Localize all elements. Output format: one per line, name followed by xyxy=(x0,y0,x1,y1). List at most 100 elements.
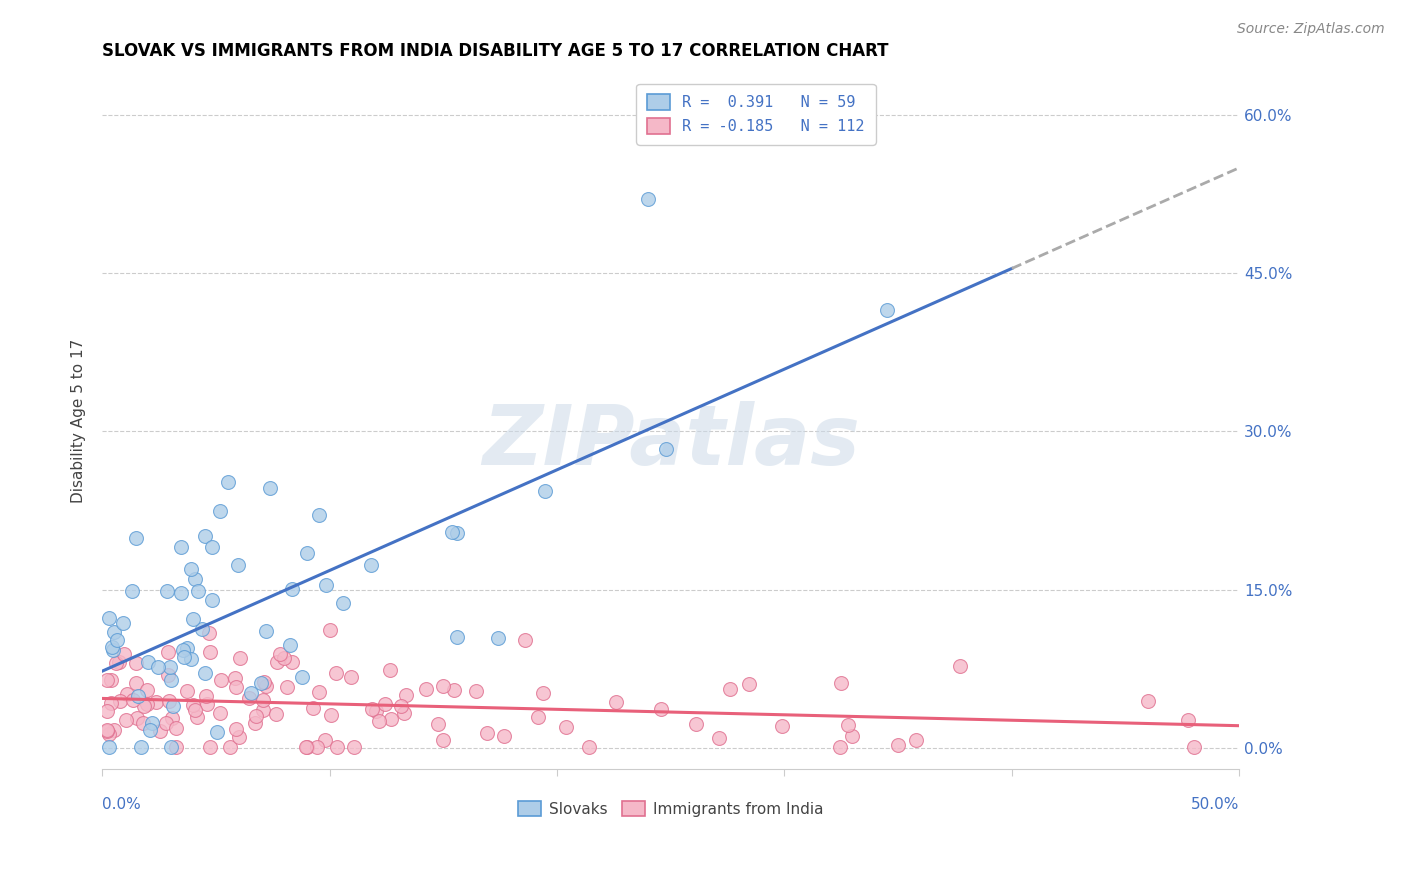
Point xyxy=(340,669,363,683)
Text: ZIPatlas: ZIPatlas xyxy=(482,401,859,483)
Point xyxy=(145,695,167,709)
Point xyxy=(176,641,198,656)
Point xyxy=(181,612,204,626)
Point xyxy=(217,475,239,489)
Point xyxy=(605,695,627,709)
Point xyxy=(135,683,157,698)
Point xyxy=(134,699,156,714)
Point xyxy=(186,710,208,724)
Point xyxy=(225,722,247,736)
Point xyxy=(103,723,125,737)
Point xyxy=(129,740,152,755)
Point xyxy=(252,693,274,707)
Point xyxy=(200,592,222,607)
Point xyxy=(112,647,135,661)
Point xyxy=(226,558,249,573)
Point xyxy=(650,702,672,716)
Point xyxy=(243,716,266,731)
Point xyxy=(494,730,516,744)
Point xyxy=(325,740,347,755)
Point xyxy=(198,645,221,659)
Point xyxy=(308,685,330,699)
Point xyxy=(149,724,172,739)
Point xyxy=(96,704,118,718)
Point xyxy=(332,596,354,610)
Point xyxy=(314,733,336,747)
Point xyxy=(115,687,138,701)
Point xyxy=(125,532,148,546)
Point xyxy=(249,675,271,690)
Point xyxy=(446,525,468,540)
Point xyxy=(830,676,852,690)
Legend: Slovaks, Immigrants from India: Slovaks, Immigrants from India xyxy=(510,793,831,824)
Point xyxy=(841,729,863,743)
Point xyxy=(172,642,194,657)
Point xyxy=(297,546,319,560)
Point xyxy=(112,616,135,631)
Point xyxy=(876,303,898,318)
Point xyxy=(415,682,437,697)
Point xyxy=(98,727,121,741)
Point xyxy=(162,699,184,714)
Point xyxy=(219,740,242,755)
Point xyxy=(108,694,131,708)
Point xyxy=(239,685,262,699)
Point xyxy=(201,540,224,554)
Point xyxy=(308,508,330,522)
Point xyxy=(266,656,288,670)
Point xyxy=(101,640,124,654)
Point xyxy=(159,660,181,674)
Point xyxy=(426,717,449,731)
Point xyxy=(361,701,384,715)
Point xyxy=(98,740,121,755)
Point xyxy=(578,740,600,755)
Point xyxy=(157,645,180,659)
Point xyxy=(770,719,793,733)
Point xyxy=(136,697,159,711)
Point xyxy=(124,676,146,690)
Point xyxy=(253,674,276,689)
Point xyxy=(103,624,125,639)
Point xyxy=(209,673,232,687)
Point xyxy=(180,652,202,666)
Point xyxy=(138,655,160,669)
Point xyxy=(281,655,304,669)
Point xyxy=(534,484,557,499)
Point xyxy=(395,688,418,702)
Point xyxy=(254,679,277,693)
Point xyxy=(187,583,209,598)
Point xyxy=(245,708,267,723)
Text: 50.0%: 50.0% xyxy=(1191,797,1239,813)
Text: SLOVAK VS IMMIGRANTS FROM INDIA DISABILITY AGE 5 TO 17 CORRELATION CHART: SLOVAK VS IMMIGRANTS FROM INDIA DISABILI… xyxy=(103,42,889,60)
Point xyxy=(225,680,247,694)
Point xyxy=(165,740,187,755)
Point xyxy=(98,611,121,625)
Point xyxy=(160,711,183,725)
Point xyxy=(131,715,153,730)
Point xyxy=(465,684,488,698)
Point xyxy=(276,680,298,694)
Point xyxy=(475,725,498,739)
Point xyxy=(637,192,659,206)
Point xyxy=(191,622,214,636)
Point xyxy=(527,710,550,724)
Point xyxy=(176,683,198,698)
Point xyxy=(830,740,852,755)
Point xyxy=(100,696,122,710)
Point xyxy=(121,693,143,707)
Point xyxy=(141,715,163,730)
Point xyxy=(295,740,318,755)
Point xyxy=(949,659,972,673)
Y-axis label: Disability Age 5 to 17: Disability Age 5 to 17 xyxy=(72,339,86,503)
Point xyxy=(291,670,314,684)
Point xyxy=(391,698,413,713)
Point xyxy=(115,713,138,727)
Point xyxy=(146,660,169,674)
Point xyxy=(96,723,118,737)
Point xyxy=(157,694,180,708)
Point xyxy=(228,730,250,744)
Point xyxy=(208,504,231,518)
Point xyxy=(269,647,291,661)
Point xyxy=(224,671,246,685)
Point xyxy=(125,656,148,670)
